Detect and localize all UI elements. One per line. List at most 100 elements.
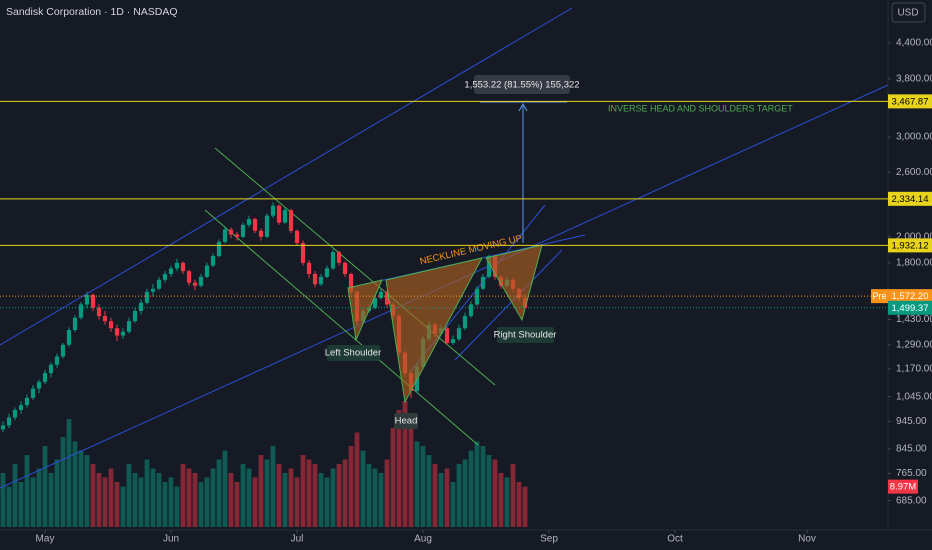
volume-bar [66, 419, 72, 527]
volume-bar [78, 450, 84, 527]
candle-body [168, 268, 174, 275]
y-tick-label: 4,400.00 [896, 37, 932, 48]
volume-bar [510, 464, 516, 527]
price-tag: Pre [872, 291, 886, 301]
candle-body [468, 304, 474, 317]
drawings [0, 7, 889, 489]
candle-body [288, 210, 294, 231]
price-label-box [888, 191, 932, 206]
candle-body [192, 282, 198, 286]
volume-bar [492, 459, 498, 527]
volume-bar [474, 441, 480, 527]
candle-body [180, 262, 186, 272]
volume-bar [516, 482, 522, 527]
candle-body [264, 215, 270, 237]
volume-bar [318, 473, 324, 527]
candle-body [84, 294, 90, 305]
volume-bar [372, 468, 378, 527]
channel-line [454, 249, 563, 361]
candle-body [330, 252, 336, 269]
volume-bar [96, 473, 102, 527]
candle-body [42, 373, 48, 382]
candle-body [216, 241, 222, 257]
candle-body [270, 205, 276, 216]
candle-body [228, 229, 234, 235]
candle-body [138, 302, 144, 311]
volume-bar [426, 455, 432, 527]
volume-bar [402, 401, 408, 527]
candle-body [120, 331, 126, 336]
currency-box[interactable] [891, 2, 926, 23]
volume-bar [252, 477, 258, 527]
candle-body [252, 219, 258, 231]
y-tick-label: 1,430.00 [896, 314, 932, 325]
y-tick-label: 685.00 [896, 495, 927, 506]
candle-body [126, 321, 132, 332]
candle-body [234, 234, 240, 237]
volume-bar [498, 473, 504, 527]
volume-bar [162, 482, 168, 527]
volume-bar [156, 473, 162, 527]
candle-body [456, 328, 462, 340]
candle-body [306, 262, 312, 275]
volume-bar [462, 459, 468, 527]
y-tick-label: 3,000.00 [896, 132, 932, 143]
volume-bar [30, 477, 36, 527]
volume-bar [228, 473, 234, 527]
annotation-box [327, 345, 380, 361]
candle-body [114, 328, 120, 336]
y-tick-label: 845.00 [896, 444, 927, 455]
measure-arrow [518, 102, 528, 112]
volume-bar [522, 486, 528, 527]
volume-bar [102, 477, 108, 527]
head-label: Head [395, 416, 418, 427]
candle-body [54, 356, 60, 365]
volume-bar [390, 428, 396, 527]
volume-bar [432, 464, 438, 527]
candle-body [342, 262, 348, 275]
y-tick-label: 1,800.00 [896, 257, 932, 268]
candle-body [444, 328, 450, 343]
candle-body [36, 381, 42, 389]
volume-bar [18, 482, 24, 527]
annotation-box [497, 327, 554, 343]
volume-bar [168, 477, 174, 527]
volume-bar [276, 464, 282, 527]
x-tick-label: Oct [667, 534, 683, 545]
volume-bar [198, 482, 204, 527]
y-tick-label: 3,800.00 [896, 74, 932, 85]
volume-bar [108, 468, 114, 527]
price-label: 1,932.12 [892, 240, 929, 251]
trend-line [214, 147, 496, 386]
candle-body [324, 268, 330, 277]
candle-body [96, 307, 102, 317]
candle-body [30, 388, 36, 398]
price-label-box [888, 300, 932, 315]
volume-bar [210, 468, 216, 527]
volume-bar [6, 486, 12, 527]
candle-body [276, 205, 282, 223]
volume-bar [468, 450, 474, 527]
volume-bar [216, 459, 222, 527]
right-shoulder-shape [485, 244, 543, 322]
right-shoulder-label: Right Shoulder [494, 330, 557, 341]
volume-label: 8.97M [890, 482, 916, 493]
price-label: 3,467.87 [892, 96, 929, 107]
candle-body [18, 405, 24, 410]
y-tick-label: 2,600.00 [896, 167, 932, 178]
volume-bar [396, 410, 402, 527]
volume-bar [378, 473, 384, 527]
volume-bar [384, 459, 390, 527]
price-label: 1,572.20 [892, 291, 929, 302]
candle-body [60, 344, 66, 357]
candle-body [144, 291, 150, 303]
price-label-box [888, 238, 932, 253]
candle-body [174, 262, 180, 269]
volume-bar [348, 446, 354, 527]
x-tick-label: May [36, 534, 55, 545]
volume-bar [186, 468, 192, 527]
volume-bar [288, 468, 294, 527]
volume-bar [294, 477, 300, 527]
currency[interactable]: USD [897, 8, 918, 19]
price-label-box [888, 289, 932, 304]
